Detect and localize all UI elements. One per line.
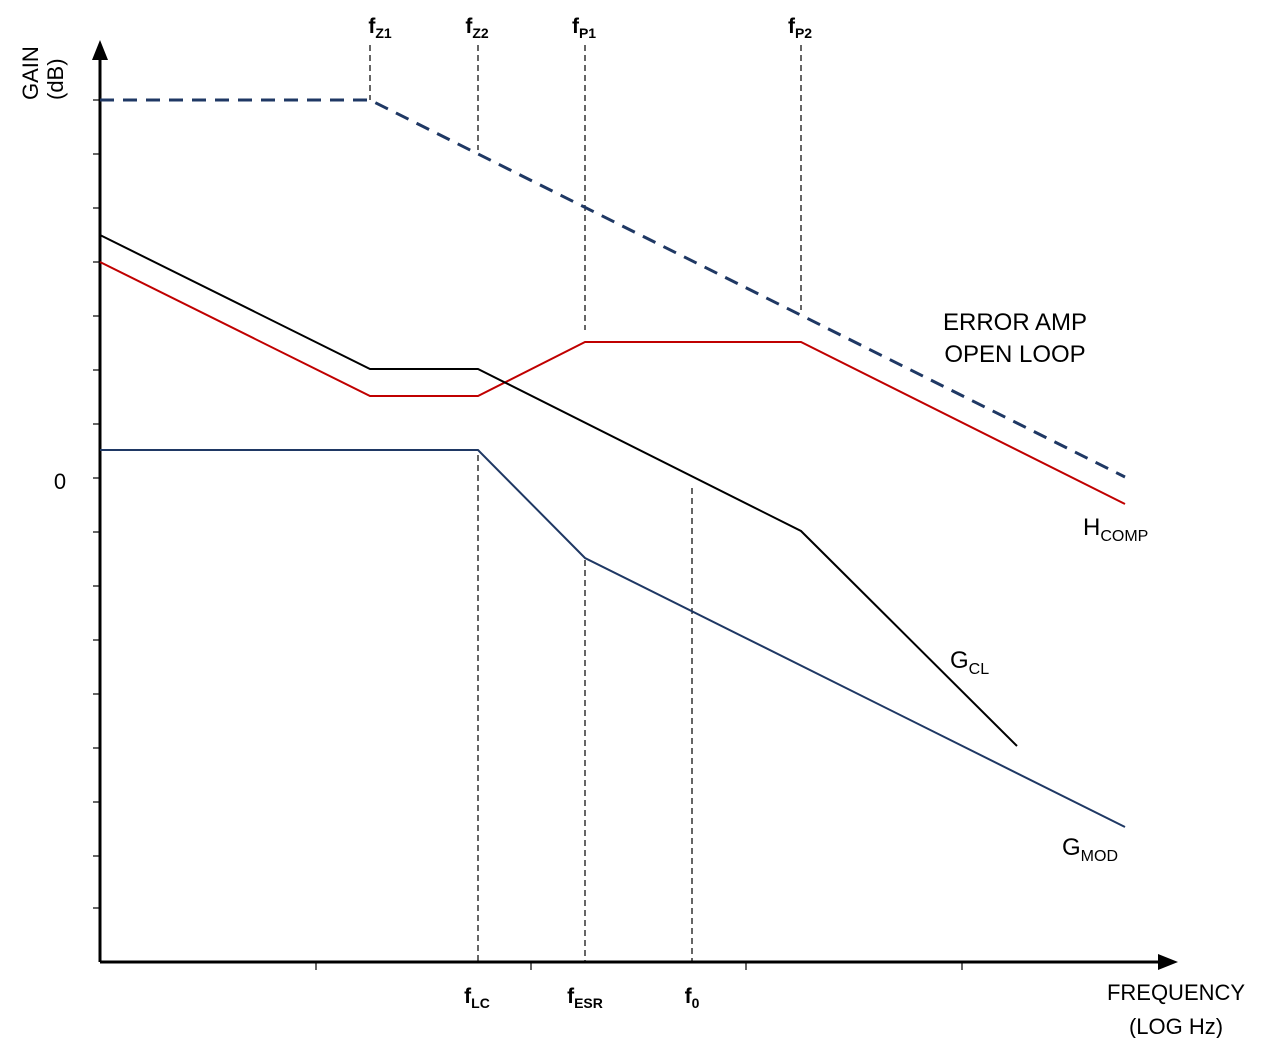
fz1-label: fZ1: [368, 15, 392, 41]
flc-label: fLC: [464, 985, 490, 1011]
hcomp-label: HCOMP: [1083, 514, 1148, 545]
fz2-label: fZ2: [465, 15, 489, 41]
marker-lines: [369, 45, 802, 962]
x-axis-label-line1: FREQUENCY: [1107, 980, 1245, 1005]
error-amp-label-line1: ERROR AMP: [943, 309, 1087, 336]
y-axis-arrowhead: [92, 40, 108, 60]
x-axis-arrowhead: [1158, 954, 1178, 970]
fp1-label: fP1: [572, 15, 596, 41]
y-ticks: [93, 99, 100, 909]
y-axis-label: GAIN (dB): [18, 46, 68, 100]
y-axis-label-line2: (dB): [43, 58, 68, 100]
zero-label: 0: [54, 469, 66, 494]
y-axis-label-line1: GAIN: [18, 46, 43, 100]
gmod-curve: [100, 449, 1126, 828]
error-amp-open-loop-curve: [100, 98, 1126, 479]
f0-label: f0: [685, 985, 700, 1011]
gcl-curve: [99, 234, 1018, 747]
x-ticks: [315, 962, 963, 970]
axes: [92, 40, 1178, 970]
error-amp-label-line2: OPEN LOOP: [944, 341, 1085, 368]
fesr-label: fESR: [567, 985, 603, 1011]
gcl-label: GCL: [950, 647, 989, 678]
x-axis-label-line2: (LOG Hz): [1129, 1014, 1223, 1038]
hcomp-curve: [99, 261, 1126, 505]
fp2-label: fP2: [788, 15, 812, 41]
gmod-label: GMOD: [1062, 834, 1118, 865]
